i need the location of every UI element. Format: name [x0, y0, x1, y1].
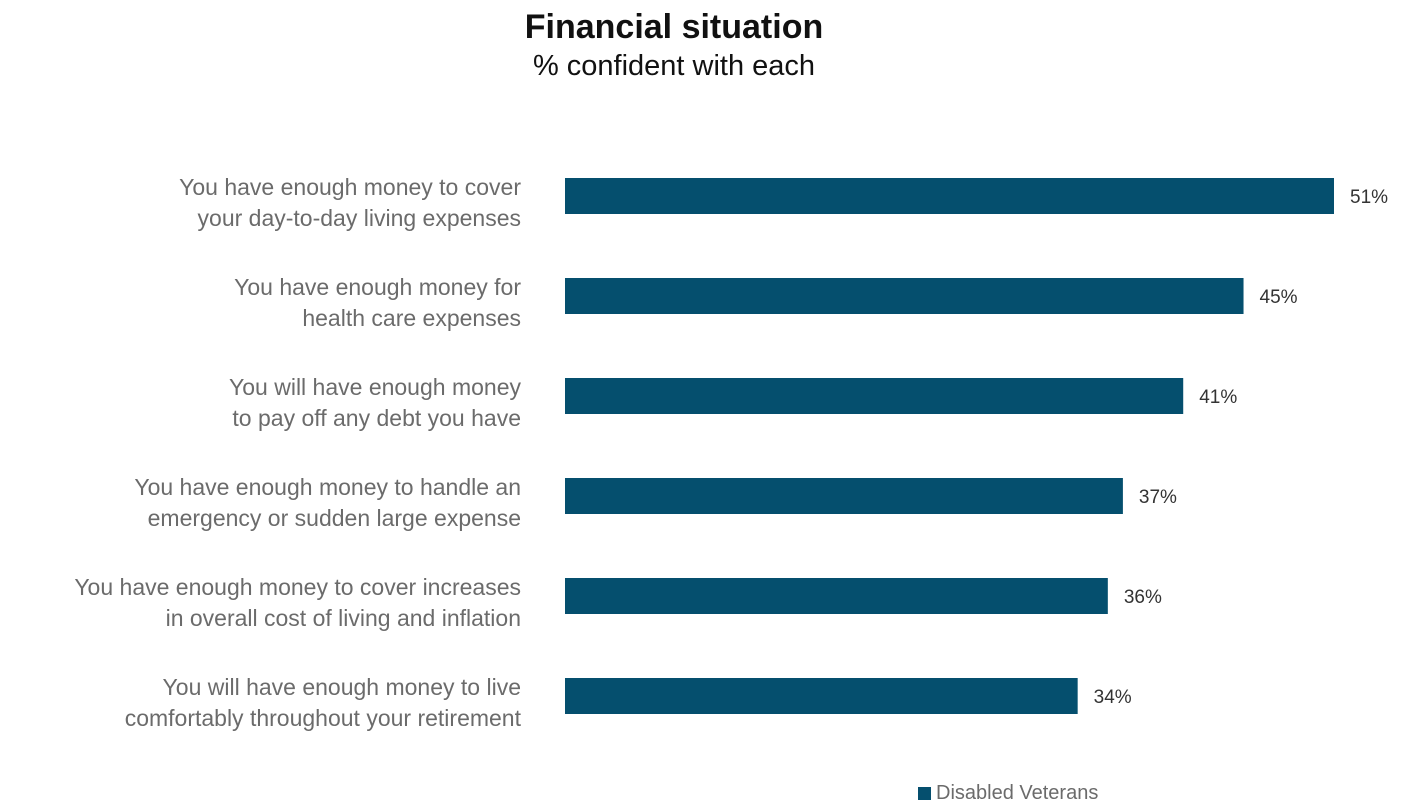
data-label: 37%: [1139, 487, 1177, 508]
category-label: You will have enough money to pay off any…: [229, 374, 521, 431]
data-label: 41%: [1199, 387, 1237, 408]
bar-chart: 51% You have enough money to cover your da…: [74, 174, 1388, 731]
category-label-line: health care expenses: [302, 305, 521, 331]
category-label-line: You have enough money to cover increases: [74, 574, 521, 600]
category-label: You have enough money to handle an emerge…: [134, 474, 521, 531]
bar: [565, 378, 1184, 414]
bar: [565, 678, 1078, 714]
data-label: 36%: [1124, 587, 1162, 608]
bar: [565, 178, 1334, 214]
category-label-line: comfortably throughout your retirement: [125, 705, 522, 731]
category-label-line: to pay off any debt you have: [232, 405, 521, 431]
data-label: 45%: [1260, 287, 1298, 308]
legend-swatch: [918, 786, 931, 800]
data-label: 51%: [1350, 187, 1388, 208]
category-label-line: You have enough money for: [234, 274, 521, 300]
category-label: You have enough money to cover increases…: [74, 574, 521, 631]
bar: [565, 278, 1244, 314]
chart-title: Financial situation: [524, 8, 824, 46]
category-label-line: emergency or sudden large expense: [148, 505, 521, 531]
bar: [565, 578, 1108, 614]
category-label-line: in overall cost of living and inflation: [166, 605, 521, 631]
bar: [565, 478, 1123, 514]
category-label-line: You will have enough money: [229, 374, 521, 400]
legend-label: Disabled Veterans: [936, 781, 1099, 804]
legend: Disabled Veterans: [918, 782, 1098, 804]
category-label: You will have enough money to live comfor…: [125, 674, 522, 731]
category-label-line: You will have enough money to live: [163, 674, 521, 700]
category-label: You have enough money to cover your day-t…: [179, 174, 521, 231]
category-label-line: You have enough money to handle an: [134, 474, 521, 500]
data-label: 34%: [1094, 687, 1132, 708]
category-label-line: your day-to-day living expenses: [198, 205, 521, 231]
category-label-line: You have enough money to cover: [179, 174, 521, 200]
category-label: You have enough money for health care exp…: [234, 274, 521, 331]
chart-subtitle: % confident with each: [532, 50, 816, 82]
